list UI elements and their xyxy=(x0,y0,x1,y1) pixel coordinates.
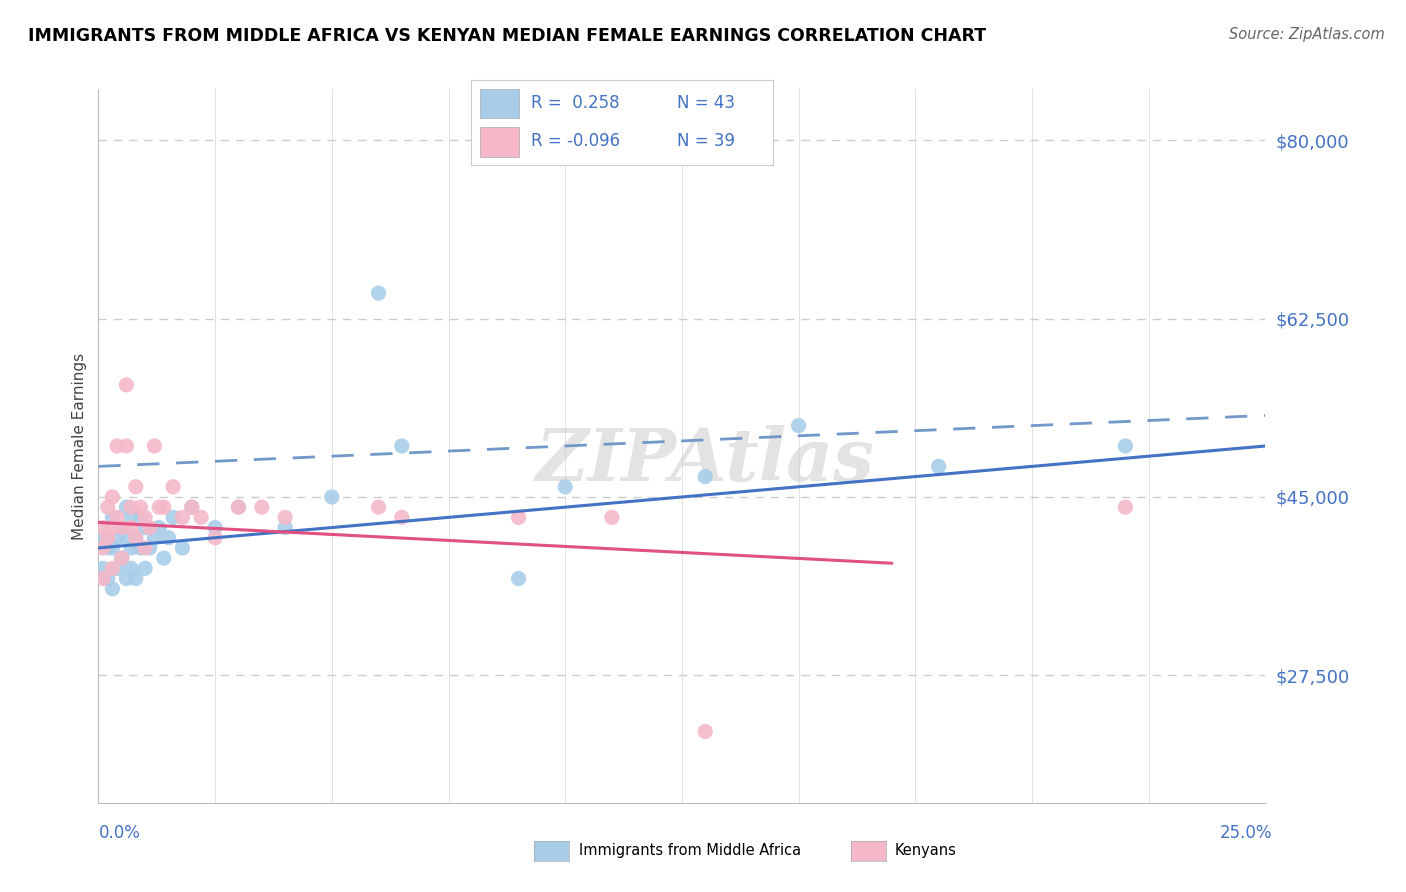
Point xyxy=(143,439,166,453)
Point xyxy=(143,531,166,545)
Point xyxy=(91,561,114,575)
Point xyxy=(120,500,142,515)
Point xyxy=(97,572,120,586)
Point xyxy=(120,520,142,534)
Point xyxy=(139,520,162,534)
Point xyxy=(274,510,297,524)
Point xyxy=(115,439,138,453)
Point xyxy=(129,541,152,555)
Text: Kenyans: Kenyans xyxy=(894,843,956,857)
Point xyxy=(695,469,717,483)
Point xyxy=(97,531,120,545)
Point xyxy=(91,531,114,545)
Text: IMMIGRANTS FROM MIDDLE AFRICA VS KENYAN MEDIAN FEMALE EARNINGS CORRELATION CHART: IMMIGRANTS FROM MIDDLE AFRICA VS KENYAN … xyxy=(28,27,986,45)
Point xyxy=(101,541,124,555)
Point xyxy=(152,551,174,566)
Text: N = 39: N = 39 xyxy=(676,132,734,150)
Point xyxy=(228,500,250,515)
Point xyxy=(157,531,180,545)
Point xyxy=(111,551,134,566)
Y-axis label: Median Female Earnings: Median Female Earnings xyxy=(72,352,87,540)
Point xyxy=(111,520,134,534)
Point xyxy=(148,520,170,534)
Point xyxy=(129,500,152,515)
Point xyxy=(105,510,128,524)
Point xyxy=(125,531,148,545)
Text: R = -0.096: R = -0.096 xyxy=(531,132,620,150)
Point xyxy=(321,490,343,504)
Point xyxy=(125,572,148,586)
Point xyxy=(250,500,273,515)
Point xyxy=(111,551,134,566)
Point xyxy=(554,480,576,494)
Point xyxy=(367,286,389,301)
Point xyxy=(101,490,124,504)
Point xyxy=(125,531,148,545)
Point xyxy=(97,541,120,555)
Point xyxy=(105,531,128,545)
Point xyxy=(152,500,174,515)
Point xyxy=(134,520,156,534)
Point xyxy=(91,572,114,586)
Point xyxy=(120,541,142,555)
Point xyxy=(228,500,250,515)
Point xyxy=(134,541,156,555)
Text: Immigrants from Middle Africa: Immigrants from Middle Africa xyxy=(579,843,801,857)
Point xyxy=(111,520,134,534)
Point xyxy=(695,724,717,739)
Point xyxy=(120,510,142,524)
Point xyxy=(97,500,120,515)
Point xyxy=(134,510,156,524)
Point xyxy=(101,582,124,596)
Point xyxy=(134,561,156,575)
Text: R =  0.258: R = 0.258 xyxy=(531,95,620,112)
Point xyxy=(928,459,950,474)
Text: 0.0%: 0.0% xyxy=(98,824,141,842)
Point xyxy=(172,510,194,524)
Point xyxy=(391,439,413,453)
Bar xyxy=(479,127,519,157)
Point xyxy=(180,500,202,515)
Point xyxy=(600,510,623,524)
Point xyxy=(115,531,138,545)
Point xyxy=(139,541,162,555)
Point xyxy=(204,520,226,534)
Point xyxy=(91,541,114,555)
Point xyxy=(115,377,138,392)
Point xyxy=(1114,500,1136,515)
Text: 25.0%: 25.0% xyxy=(1220,824,1272,842)
Point xyxy=(115,500,138,515)
Point xyxy=(508,510,530,524)
Point xyxy=(204,531,226,545)
Point xyxy=(162,480,184,494)
Point xyxy=(367,500,389,515)
Point xyxy=(101,520,124,534)
Point xyxy=(129,510,152,524)
Point xyxy=(508,572,530,586)
Point xyxy=(190,510,212,524)
Point xyxy=(787,418,810,433)
Point xyxy=(1114,439,1136,453)
Point xyxy=(115,572,138,586)
Point xyxy=(180,500,202,515)
Text: ZIPAtlas: ZIPAtlas xyxy=(536,425,875,496)
Point xyxy=(162,510,184,524)
Text: Source: ZipAtlas.com: Source: ZipAtlas.com xyxy=(1229,27,1385,42)
Bar xyxy=(479,89,519,119)
Point xyxy=(91,520,114,534)
Point xyxy=(101,561,124,575)
Text: N = 43: N = 43 xyxy=(676,95,734,112)
Point xyxy=(391,510,413,524)
Point xyxy=(105,561,128,575)
Point xyxy=(101,510,124,524)
Point xyxy=(125,480,148,494)
Point xyxy=(274,520,297,534)
Point xyxy=(105,439,128,453)
Point xyxy=(172,541,194,555)
Point xyxy=(120,561,142,575)
Point xyxy=(148,500,170,515)
